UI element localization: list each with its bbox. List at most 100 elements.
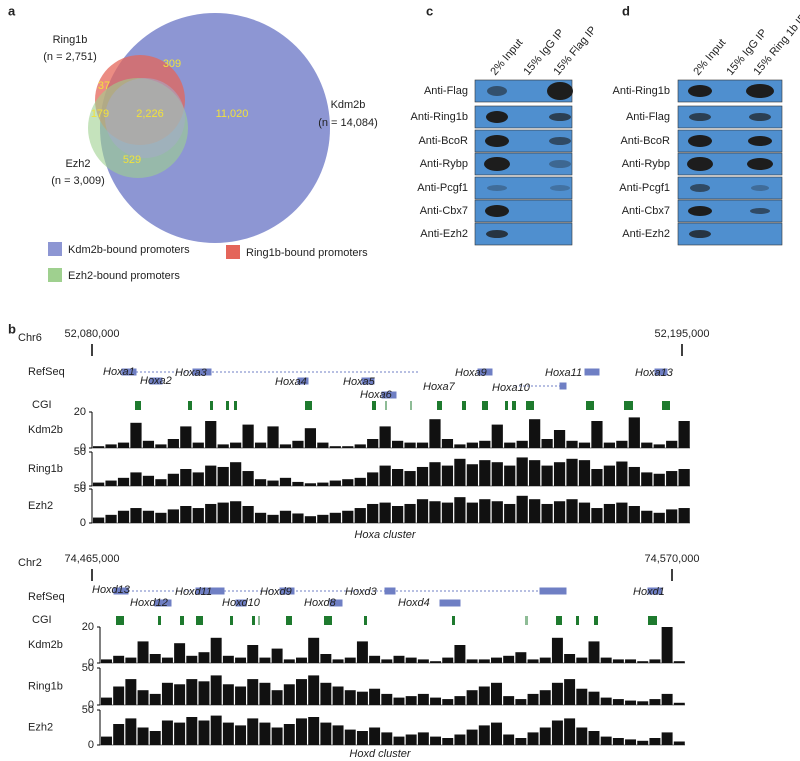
signal-bar — [466, 690, 478, 705]
signal-bar — [192, 508, 204, 523]
signal-bar — [566, 458, 578, 486]
signal-bar — [235, 657, 247, 663]
signal-bar — [564, 718, 576, 745]
signal-bar — [292, 440, 304, 448]
signal-bar — [210, 637, 222, 663]
signal-bar — [678, 421, 690, 448]
signal-bar — [167, 439, 179, 448]
signal-bar — [491, 682, 502, 705]
blot-strip — [677, 176, 783, 200]
signal-bar — [180, 426, 192, 448]
panel-label: d — [622, 3, 630, 18]
signal-bar — [354, 508, 366, 523]
signal-bar — [529, 419, 541, 448]
signal-bar — [416, 442, 429, 448]
signal-bar — [673, 661, 685, 663]
set-name: Kdm2b — [331, 99, 366, 111]
signal-bar — [283, 724, 295, 745]
signal-bar — [503, 696, 515, 705]
signal-bar — [342, 510, 354, 523]
set-count: (n = 3,009) — [51, 175, 105, 187]
signal-bar — [454, 645, 466, 663]
signal-bar — [539, 690, 551, 705]
signal-bar — [529, 499, 541, 523]
signal-bar — [405, 696, 417, 705]
signal-bar — [93, 482, 105, 486]
gene-name: Hoxa13 — [635, 367, 674, 379]
track-label: RefSeq — [28, 366, 65, 378]
signal-bar — [466, 659, 478, 663]
signal-bar — [356, 691, 368, 705]
y-tick-label: 0 — [88, 657, 94, 669]
signal-bar — [367, 439, 379, 448]
signal-bar — [210, 675, 222, 705]
signal-bar — [242, 424, 254, 448]
lane-label: 2% Input — [691, 37, 728, 78]
set-name: Ezh2 — [65, 158, 90, 170]
blot-strip — [474, 222, 573, 246]
signal-bar — [588, 691, 600, 705]
gene-name: Hoxd11 — [175, 586, 212, 598]
track-label: Kdm2b — [28, 639, 63, 651]
signal-bar — [379, 426, 391, 448]
y-tick-label: 0 — [88, 739, 94, 751]
signal-bar — [304, 428, 317, 448]
signal-bar — [641, 472, 653, 486]
gene-name: Hoxd10 — [222, 597, 261, 609]
signal-bar — [101, 697, 112, 705]
signal-bar — [393, 697, 405, 705]
signal-bar — [603, 503, 616, 523]
signal-bar — [379, 465, 391, 486]
signal-bar — [235, 686, 247, 705]
signal-bar — [616, 440, 628, 448]
signal-bar — [637, 661, 649, 663]
signal-bar — [283, 684, 295, 705]
blot-row-label: Anti-Pcgf1 — [619, 182, 670, 194]
gene-name: Hoxa10 — [492, 382, 531, 394]
gene-name: Hoxa2 — [140, 375, 172, 387]
signal-bar — [666, 509, 678, 523]
signal-bar — [137, 727, 149, 745]
signal-bar — [93, 517, 105, 523]
signal-bar — [625, 700, 637, 705]
signal-bar — [174, 722, 186, 745]
signal-bar — [117, 442, 130, 448]
signal-bar — [466, 442, 478, 448]
signal-bar — [292, 481, 304, 486]
signal-bar — [125, 679, 137, 705]
signal-bar — [105, 514, 117, 523]
signal-bar — [174, 684, 186, 705]
signal-bar — [539, 727, 551, 745]
signal-bar — [381, 732, 393, 745]
signal-bar — [222, 655, 234, 663]
signal-bar — [516, 495, 528, 523]
signal-bar — [354, 444, 366, 448]
coord-end: 74,570,000 — [644, 553, 699, 565]
track-label: Ring1b — [28, 680, 63, 692]
signal-bar — [125, 718, 137, 745]
signal-bar — [117, 477, 130, 486]
blot-strip — [474, 176, 573, 200]
signal-bar — [205, 465, 217, 486]
legend-swatch — [48, 268, 62, 282]
signal-bar — [205, 421, 217, 448]
signal-bar — [515, 738, 527, 745]
signal-bar — [155, 479, 167, 486]
gene-name: Hoxa1 — [103, 366, 135, 378]
signal-bar — [551, 720, 563, 745]
blot-row-label: Anti-Flag — [424, 85, 468, 97]
signal-bar — [356, 641, 368, 663]
signal-bar — [504, 465, 516, 486]
signal-bar — [259, 657, 271, 663]
signal-bar — [247, 679, 259, 705]
signal-bar — [628, 506, 640, 523]
signal-bar — [405, 734, 417, 745]
legend-label: Ezh2-bound promoters — [68, 270, 180, 282]
signal-bar — [344, 729, 356, 745]
gene-name: Hoxd1 — [633, 586, 665, 598]
signal-bar — [130, 422, 142, 448]
signal-bar — [180, 469, 192, 486]
signal-bar — [564, 654, 576, 663]
gene-name: Hoxd9 — [260, 586, 292, 598]
